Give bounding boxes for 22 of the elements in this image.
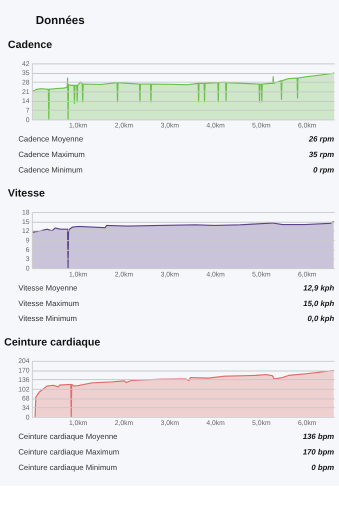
text: Cadence Moyenne (18, 134, 84, 144)
text: Cadence Minimum (18, 165, 83, 174)
text: Données (36, 14, 85, 27)
text: 136 bpm (302, 432, 334, 442)
text: Ceinture cardiaque Minimum (18, 462, 118, 472)
text: Cadence Maximum (18, 150, 85, 160)
text: 15,0 kph (303, 298, 334, 308)
text: 26 rpm (308, 134, 334, 144)
chart-title: Cadence (8, 38, 52, 51)
text: Vitesse Maximum (18, 298, 80, 308)
text: 35 rpm (308, 150, 334, 160)
text: Vitesse Moyenne (18, 283, 78, 292)
text: 0 bpm (311, 462, 334, 472)
chart-title: Vitesse (8, 188, 45, 200)
text: Vitesse Minimum (18, 314, 77, 324)
text: Ceinture cardiaque Maximum (18, 448, 120, 457)
text: 0 rpm (313, 165, 334, 174)
text: 12,9 kph (303, 283, 334, 292)
chart-title: Ceinture cardiaque (4, 336, 100, 348)
text: Ceinture cardiaque Moyenne (18, 432, 118, 442)
text: 0,0 kph (308, 314, 334, 324)
text: 170 bpm (302, 448, 334, 457)
